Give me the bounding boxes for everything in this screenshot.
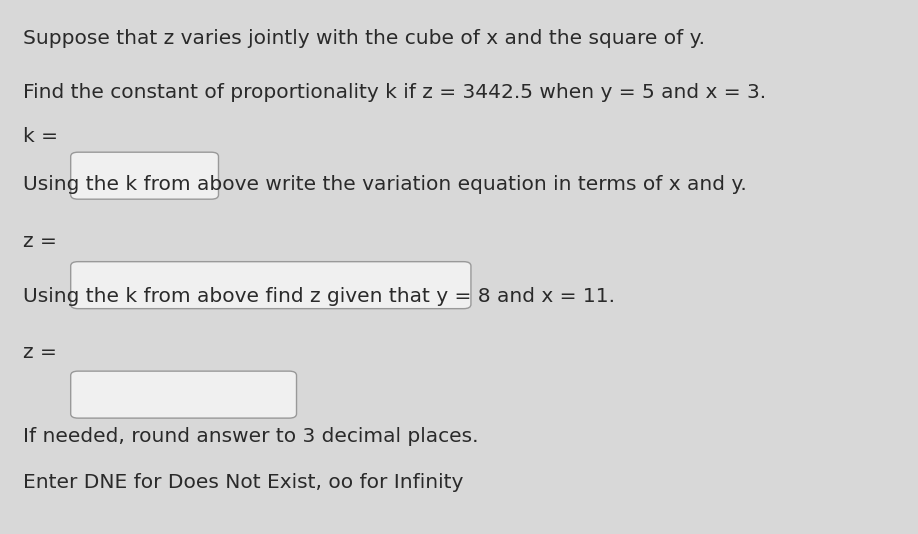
Text: k =: k = — [23, 127, 58, 146]
Text: Suppose that z varies jointly with the cube of x and the square of y.: Suppose that z varies jointly with the c… — [23, 29, 705, 49]
Text: z =: z = — [23, 232, 57, 252]
Text: If needed, round answer to 3 decimal places.: If needed, round answer to 3 decimal pla… — [23, 427, 478, 446]
FancyBboxPatch shape — [71, 152, 218, 199]
Text: Find the constant of proportionality k if z = 3442.5 when y = 5 and x = 3.: Find the constant of proportionality k i… — [23, 83, 767, 102]
FancyBboxPatch shape — [71, 371, 297, 418]
Text: Enter DNE for Does Not Exist, oo for Infinity: Enter DNE for Does Not Exist, oo for Inf… — [23, 473, 464, 492]
FancyBboxPatch shape — [71, 262, 471, 309]
Text: z =: z = — [23, 343, 57, 363]
Text: Using the k from above find z given that y = 8 and x = 11.: Using the k from above find z given that… — [23, 287, 615, 307]
Text: Using the k from above write the variation equation in terms of x and y.: Using the k from above write the variati… — [23, 175, 746, 194]
